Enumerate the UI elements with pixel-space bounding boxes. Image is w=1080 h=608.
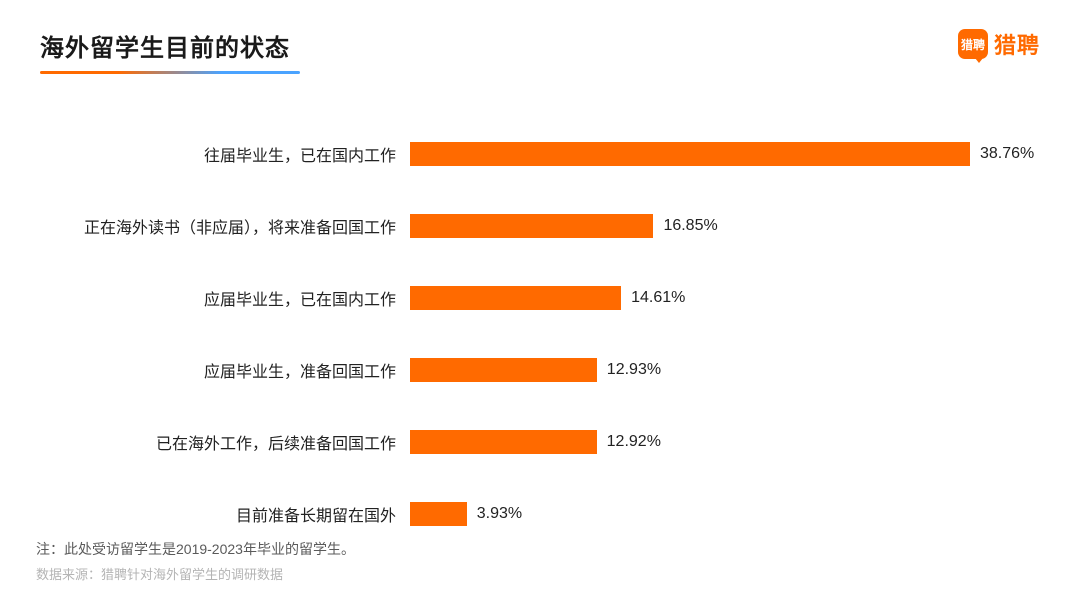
bar-track: 14.61% [410,286,685,310]
bar [410,358,597,382]
bar-value: 3.93% [477,505,522,523]
bar-label: 已在海外工作，后续准备回国工作 [40,430,410,454]
bar-row: 已在海外工作，后续准备回国工作 12.92% [40,418,1040,466]
bar-chart: 往届毕业生，已在国内工作 38.76% 正在海外读书（非应届），将来准备回国工作 16… [40,130,1040,538]
bar-row: 应届毕业生，准备回国工作 12.93% [40,346,1040,394]
bar [410,214,653,238]
brand-name: 猎聘 [994,28,1040,60]
bar-label: 目前准备长期留在国外 [40,502,410,526]
bar-label: 应届毕业生，已在国内工作 [40,286,410,310]
bar-value: 12.93% [607,361,661,379]
page: 海外留学生目前的状态 猎聘 猎聘 往届毕业生，已在国内工作 38.76% 正在海外读… [0,0,1080,608]
brand-logo: 猎聘 猎聘 [958,28,1040,60]
bar-label: 往届毕业生，已在国内工作 [40,142,410,166]
bar-row: 目前准备长期留在国外 3.93% [40,490,1040,538]
bar [410,430,597,454]
footnotes: 注：此处受访留学生是2019-2023年毕业的留学生。 数据来源：猎聘针对海外留… [36,537,355,586]
bar-value: 38.76% [980,145,1034,163]
brand-icon: 猎聘 [958,29,988,59]
bar-row: 正在海外读书（非应届），将来准备回国工作 16.85% [40,202,1040,250]
bar-track: 12.92% [410,430,661,454]
bar-row: 应届毕业生，已在国内工作 14.61% [40,274,1040,322]
bar-track: 3.93% [410,502,522,526]
title-block: 海外留学生目前的状态 [40,28,300,74]
bar-value: 12.92% [607,433,661,451]
bar [410,142,970,166]
data-source: 数据来源：猎聘针对海外留学生的调研数据 [36,563,355,586]
title-underline [40,71,300,74]
bar-label: 正在海外读书（非应届），将来准备回国工作 [40,214,410,238]
bar-value: 16.85% [663,217,717,235]
bar-track: 38.76% [410,142,1034,166]
bar [410,502,467,526]
footnote: 注：此处受访留学生是2019-2023年毕业的留学生。 [36,537,355,562]
header: 海外留学生目前的状态 猎聘 猎聘 [40,28,1040,74]
bar-track: 12.93% [410,358,661,382]
chart-title: 海外留学生目前的状态 [40,28,300,63]
bar-label: 应届毕业生，准备回国工作 [40,358,410,382]
bar-track: 16.85% [410,214,718,238]
bar-value: 14.61% [631,289,685,307]
bar [410,286,621,310]
bar-row: 往届毕业生，已在国内工作 38.76% [40,130,1040,178]
